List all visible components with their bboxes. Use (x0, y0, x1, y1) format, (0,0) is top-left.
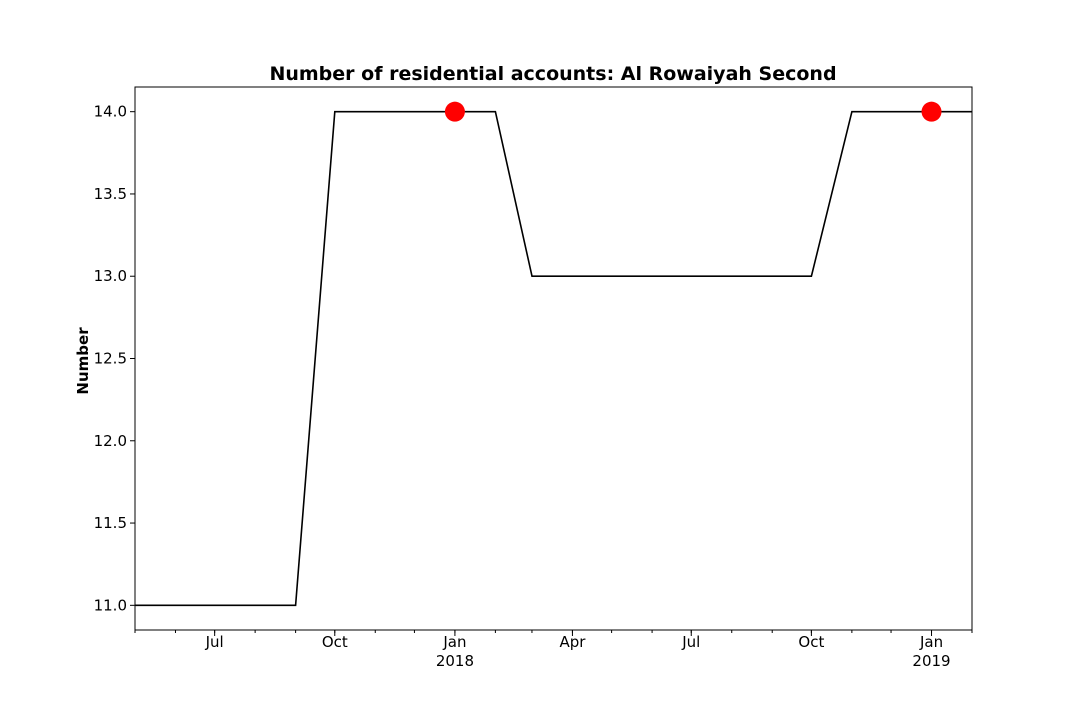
plot-frame (134, 86, 973, 631)
x-tick-label: Jul (681, 633, 700, 651)
y-tick-label: 11.0 (94, 596, 127, 614)
x-tick-year-label: 2018 (436, 652, 474, 670)
x-tick-label: Jan (919, 633, 943, 651)
y-tick-label: 13.0 (94, 267, 127, 285)
x-tick-label: Jul (205, 633, 224, 651)
y-tick-label: 13.5 (94, 185, 127, 203)
x-tick-year-label: 2019 (912, 652, 950, 670)
y-tick-label: 14.0 (94, 103, 127, 121)
series-line (135, 110, 972, 607)
x-tick-label: Oct (798, 633, 824, 651)
highlight-point (444, 101, 465, 122)
chart-title: Number of residential accounts: Al Rowai… (269, 63, 836, 85)
y-tick-label: 12.5 (94, 350, 127, 368)
highlight-point (921, 101, 942, 122)
x-tick-label: Oct (322, 633, 348, 651)
y-axis-label: Number (74, 327, 92, 395)
x-tick-label: Apr (559, 633, 586, 651)
x-tick-label: Jan (442, 633, 466, 651)
y-tick-label: 12.0 (94, 432, 127, 450)
y-tick-label: 11.5 (94, 514, 127, 532)
